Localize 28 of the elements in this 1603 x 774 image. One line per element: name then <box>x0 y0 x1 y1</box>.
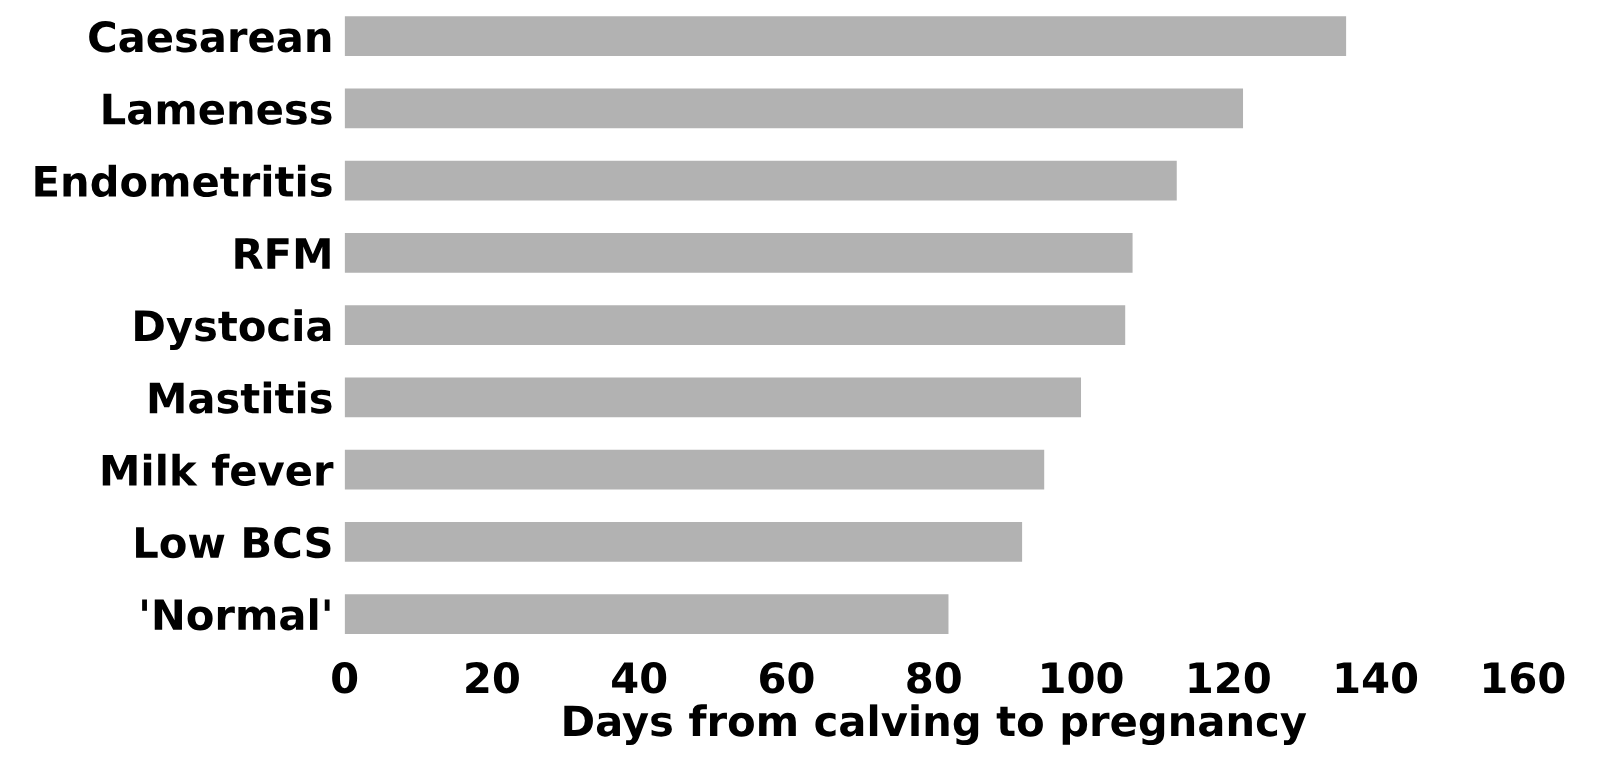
bar <box>344 377 1082 418</box>
bar <box>344 88 1244 129</box>
x-tick-label: 120 <box>1189 662 1270 694</box>
x-tick-label: 0 <box>332 662 358 694</box>
x-tick-label: 20 <box>466 662 519 694</box>
y-tick-label: Low BCS <box>136 526 331 559</box>
y-tick-label: Lameness <box>103 93 332 125</box>
bar <box>344 594 949 634</box>
y-tick-label: Milk fever <box>102 453 334 486</box>
y-tick-label: Endometritis <box>35 164 332 198</box>
y-tick-label: Caesarean <box>89 21 331 53</box>
y-tick-label: 'Normal' <box>142 598 330 631</box>
y-tick-label: Mastitis <box>149 381 332 414</box>
x-tick-label: 80 <box>907 662 961 694</box>
x-tick-label: 60 <box>760 662 814 694</box>
bar <box>344 160 1177 201</box>
x-tick-label: 40 <box>612 662 667 694</box>
x-tick-label: 140 <box>1336 662 1418 694</box>
bar <box>344 305 1126 345</box>
bar <box>344 232 1133 273</box>
bar <box>344 449 1045 490</box>
bar <box>344 521 1023 562</box>
y-tick-label: Dystocia <box>135 309 331 350</box>
y-tick-label: RFM <box>235 238 330 269</box>
x-tick-label: 100 <box>1042 662 1123 694</box>
bar <box>344 16 1347 56</box>
x-tick-label: 160 <box>1484 662 1565 694</box>
x-axis-title: Days from calving to pregnancy <box>564 704 1307 746</box>
